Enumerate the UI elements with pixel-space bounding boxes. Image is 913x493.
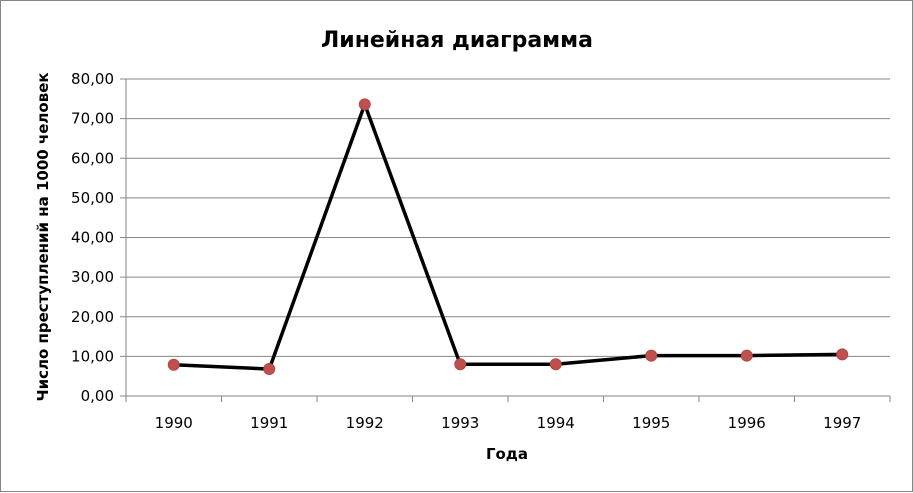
data-point <box>740 349 753 362</box>
data-point <box>358 98 371 111</box>
y-tick-label: 70,00 <box>71 110 114 128</box>
y-axis-title: Число преступлений на 1000 человек <box>34 72 52 401</box>
x-axis-title: Года <box>486 445 528 463</box>
x-tick-label: 1995 <box>632 414 670 432</box>
y-tick-label: 20,00 <box>71 308 114 326</box>
x-tick-label: 1992 <box>346 414 384 432</box>
data-point <box>263 363 276 376</box>
gridlines <box>126 78 890 357</box>
y-tick-label: 40,00 <box>71 229 114 247</box>
chart-title: Линейная диаграмма <box>321 28 593 53</box>
data-point <box>549 358 562 371</box>
data-point <box>645 349 658 362</box>
series-group <box>167 98 849 376</box>
x-tick-label: 1997 <box>823 414 861 432</box>
x-tick-label: 1996 <box>728 414 766 432</box>
y-tick-label: 10,00 <box>71 347 114 365</box>
series-line <box>173 99 843 371</box>
data-point <box>836 348 849 361</box>
y-tick-label: 50,00 <box>71 189 114 207</box>
axes <box>120 78 891 402</box>
x-tick-label: 1993 <box>441 414 479 432</box>
y-tick-label: 80,00 <box>71 70 114 88</box>
y-tick-label: 30,00 <box>71 268 114 286</box>
x-tick-label: 1991 <box>250 414 288 432</box>
y-tick-label: 0,00 <box>81 387 114 405</box>
data-point <box>167 358 180 371</box>
data-point <box>454 358 467 371</box>
y-tick-label: 60,00 <box>71 149 114 167</box>
x-tick-label: 1990 <box>155 414 193 432</box>
y-axis-ticks: 0,00 10,00 20,00 30,00 40,00 50,00 60,00 70,00 8… <box>71 70 114 405</box>
x-tick-label: 1994 <box>537 414 575 432</box>
x-axis-ticks: 1990 1991 1992 1993 1994 1995 1996 1997 <box>155 414 862 432</box>
